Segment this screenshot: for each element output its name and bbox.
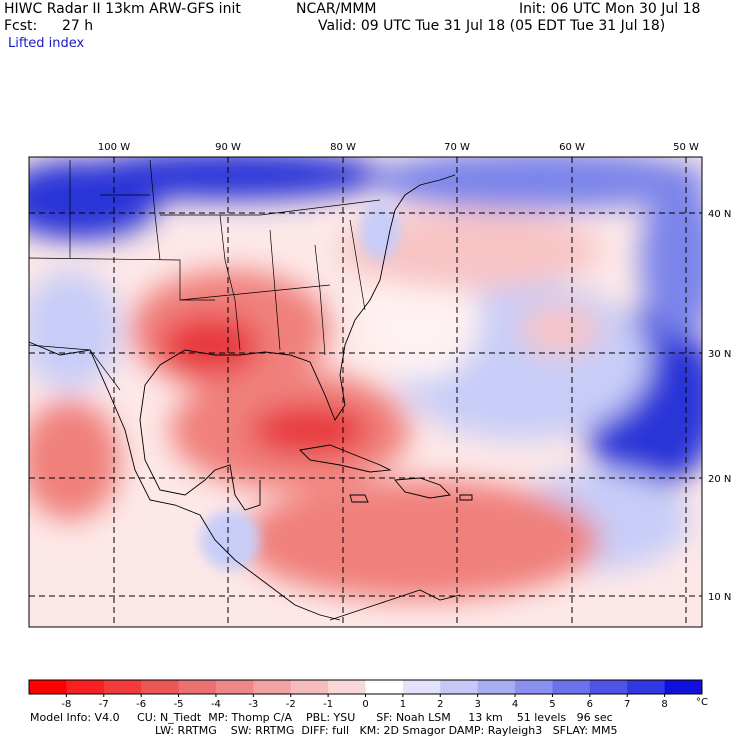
stable-central-america <box>200 510 260 570</box>
color-bar-tick-label: -5 <box>174 699 184 710</box>
color-bar-tick-label: 0 <box>362 699 368 710</box>
color-bar-swatch <box>66 680 105 694</box>
weak-unstable-blob <box>520 305 600 355</box>
color-bar-tick-label: 6 <box>587 699 593 710</box>
border-state-1 <box>29 257 215 301</box>
color-bar-tick-label: -4 <box>211 699 221 710</box>
island-jamaica <box>349 494 369 503</box>
color-bar-tick-label: 8 <box>661 699 667 710</box>
coastlines <box>29 174 473 621</box>
color-bar-swatch <box>515 680 553 694</box>
color-bar-tick-label: 4 <box>512 699 518 710</box>
footer-model-info: Model Info: V4.0 CU: N_Tiedt MP: Thomp C… <box>30 711 613 724</box>
color-bar-tick-label: -6 <box>136 699 146 710</box>
color-bar-tick-label: -1 <box>323 699 333 710</box>
model-title: HIWC Radar II 13km ARW-GFS init <box>4 1 241 17</box>
political-borders <box>29 159 381 391</box>
color-bar-swatch <box>328 680 366 694</box>
color-bar-tick-label: 5 <box>549 699 555 710</box>
coast-us-gulf-east <box>144 174 456 421</box>
color-bar <box>28 679 703 695</box>
border-state-4 <box>219 214 241 351</box>
coast-south-america <box>329 589 461 621</box>
lifted-index-field <box>29 157 702 627</box>
color-bar-swatch <box>141 680 180 694</box>
stable-region-ne <box>370 157 702 210</box>
color-bar-tick-label: 7 <box>624 699 630 710</box>
color-bar-tick-label: -8 <box>61 699 71 710</box>
lon-label-70w: 70 W <box>444 142 470 153</box>
border-state-9 <box>349 219 366 311</box>
stable-mid-atlantic-coast <box>360 200 400 260</box>
color-bar-swatch <box>365 680 404 694</box>
island-cuba <box>299 444 392 473</box>
unstable-core-louisiana <box>160 315 260 375</box>
color-bar-swatch <box>477 680 516 694</box>
lat-label-20n: 20 N <box>708 474 731 485</box>
color-bar-ticks: -8 -7 -6 -5 -4 -3 -2 -1 0 1 2 3 4 5 6 7 8 <box>61 694 668 710</box>
organization-label: NCAR/MMM <box>296 1 377 17</box>
lon-label-80w: 80 W <box>330 142 356 153</box>
lat-label-30n: 30 N <box>708 349 731 360</box>
border-state-3 <box>149 159 161 261</box>
color-bar-swatch <box>253 680 292 694</box>
color-bar-swatch <box>103 680 142 694</box>
lat-label-10n: 10 N <box>708 592 731 603</box>
border-state-6 <box>179 284 331 301</box>
color-bar-tick-label: 2 <box>437 699 443 710</box>
map-frame <box>28 156 703 628</box>
stable-region-east <box>640 180 702 340</box>
color-bar-swatch <box>215 680 254 694</box>
field-name: Lifted index <box>8 36 85 51</box>
init-time: Init: 06 UTC Mon 30 Jul 18 <box>519 1 701 17</box>
lon-label-100w: 100 W <box>98 142 130 153</box>
lon-label-90w: 90 W <box>215 142 241 153</box>
color-bar-swatch <box>29 680 67 694</box>
weak-unstable-atlantic <box>340 210 600 290</box>
island-puerto-rico <box>459 494 473 501</box>
border-state-7 <box>269 229 281 351</box>
color-bar-tick-label: -7 <box>99 699 109 710</box>
lat-label-40n: 40 N <box>708 209 731 220</box>
color-bar-tick-label: 3 <box>474 699 480 710</box>
color-bar-swatch <box>589 680 628 694</box>
coast-gulf-mexico <box>139 384 261 511</box>
border-us-mexico <box>29 344 121 391</box>
forecast-hour: 27 h <box>62 18 94 34</box>
color-bar-swatch <box>627 680 666 694</box>
color-bar-swatch <box>290 680 329 694</box>
footer-physics-info: LW: RRTMG SW: RRTMG DIFF: full KM: 2D Sm… <box>155 724 618 737</box>
coast-mexico-pacific <box>29 341 341 621</box>
weak-stable-west <box>29 270 120 390</box>
color-bar-unit: °C <box>696 697 708 708</box>
stable-region-north <box>70 157 390 200</box>
border-state-8 <box>314 244 326 356</box>
color-bar-swatch <box>440 680 479 694</box>
unstable-region-mexico <box>29 400 120 520</box>
unstable-region-caribbean <box>240 480 600 600</box>
valid-time: Valid: 09 UTC Tue 31 Jul 18 (05 EDT Tue … <box>318 18 666 34</box>
border-state-5 <box>160 199 381 216</box>
color-bar-tick-label: -3 <box>248 699 258 710</box>
forecast-label: Fcst: <box>4 18 38 34</box>
color-bar-swatch <box>664 680 703 694</box>
unstable-core-gulf <box>250 405 370 455</box>
color-bar-swatch <box>178 680 217 694</box>
color-bar-swatch <box>552 680 591 694</box>
neutral-atlantic <box>360 260 480 380</box>
graticule <box>29 157 702 627</box>
lon-label-60w: 60 W <box>559 142 585 153</box>
color-bar-tick-label: 1 <box>400 699 406 710</box>
lon-label-50w: 50 W <box>673 142 699 153</box>
color-bar-tick-label: -2 <box>286 699 296 710</box>
color-bar-swatch <box>402 680 441 694</box>
